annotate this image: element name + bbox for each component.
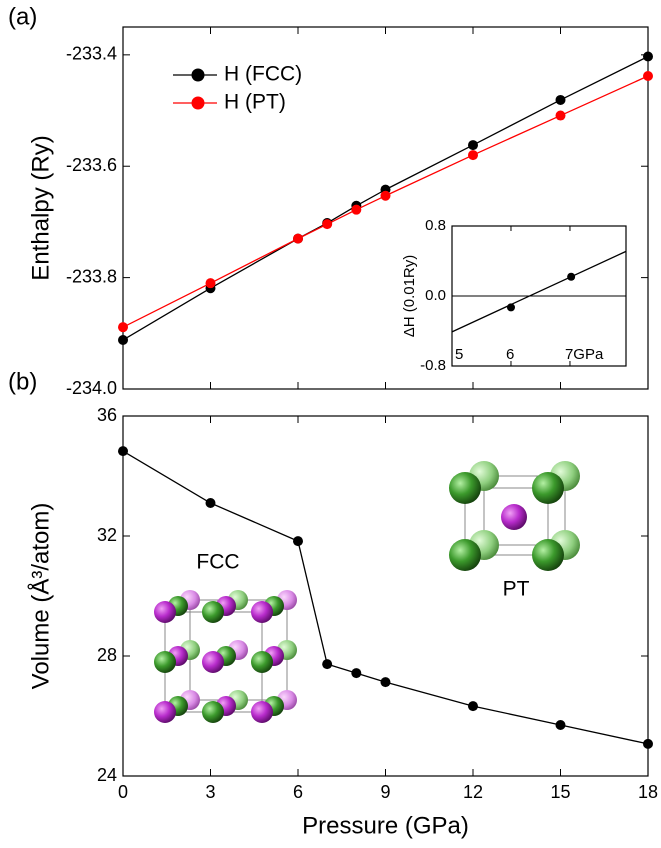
annotation: FCC [196,551,239,574]
x-tick-label: 6 [293,782,303,802]
x-tick-label: 5 [455,346,463,363]
panel-label: (a) [8,3,37,30]
x-tick-label: 12 [463,782,483,802]
data-point [118,335,128,345]
data-point [351,205,361,215]
data-point [556,720,566,730]
legend-marker [192,69,205,82]
y-tick-label: -233.8 [66,266,117,286]
data-point [118,322,128,332]
data-point [206,498,216,508]
data-point [381,677,391,687]
data-point [351,668,361,678]
data-point [556,111,566,121]
y-tick-label: 28 [97,645,117,665]
data-point [206,278,216,288]
data-point [643,71,653,81]
data-point [293,536,303,546]
data-point [293,234,303,244]
fcc-structure [154,590,297,723]
x-tick-label: 9 [380,782,390,802]
y-tick-label: 32 [97,525,117,545]
y-axis-label: Volume (Å³/atom) [26,503,54,690]
x-tick-label: 18 [638,782,658,802]
data-point [468,150,478,160]
x-axis-label: Pressure (GPa) [302,812,469,839]
data-point [643,739,653,749]
y-tick-label: -0.8 [420,357,446,374]
data-point [322,659,332,669]
y-tick-label: -233.6 [66,155,117,175]
x-tick-label: 3 [205,782,215,802]
y-tick-label: 0.8 [425,217,446,234]
data-point [468,140,478,150]
y-tick-label: 24 [97,765,117,785]
panel-label: (b) [8,368,37,395]
y-tick-label: 0.0 [425,287,446,304]
x-tick-label: 0 [118,782,128,802]
y-tick-label: -234.0 [66,378,117,398]
y-axis-label: ΔH (0.01Ry) [401,255,418,338]
x-tick-label: 15 [550,782,570,802]
annotation: PT [503,578,530,601]
y-tick-label: 36 [97,405,117,425]
y-tick-label: -233.4 [66,44,117,64]
data-point [468,701,478,711]
data-point [118,446,128,456]
x-tick-label: 6 [506,346,514,363]
page: -234.0 -233.8 -233.6 -233.4 H (FCC) H (PT) Ent… [0,0,661,848]
legend-label: H (PT) [224,91,286,114]
data-point [381,191,391,201]
legend-label: H (FCC) [224,63,302,86]
legend-marker [192,97,205,110]
data-point [556,95,566,105]
y-axis-label: Enthalpy (Ry) [27,135,54,280]
data-point [322,219,332,229]
x-tick-label: 7GPa [565,346,604,363]
data-point [643,52,653,62]
figure: -234.0 -233.8 -233.6 -233.4 H (FCC) H (PT) Ent… [0,0,661,848]
